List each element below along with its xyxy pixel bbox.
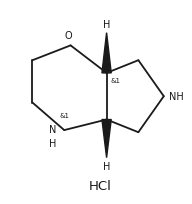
Text: H: H xyxy=(103,162,110,172)
Text: H: H xyxy=(103,20,110,30)
Text: &1: &1 xyxy=(60,113,70,119)
Text: NH: NH xyxy=(169,92,184,102)
Text: N: N xyxy=(49,124,56,134)
Text: O: O xyxy=(65,31,72,41)
Text: H: H xyxy=(49,139,56,149)
Polygon shape xyxy=(102,33,111,74)
Text: HCl: HCl xyxy=(89,179,112,192)
Text: &1: &1 xyxy=(111,78,121,84)
Polygon shape xyxy=(102,120,111,158)
